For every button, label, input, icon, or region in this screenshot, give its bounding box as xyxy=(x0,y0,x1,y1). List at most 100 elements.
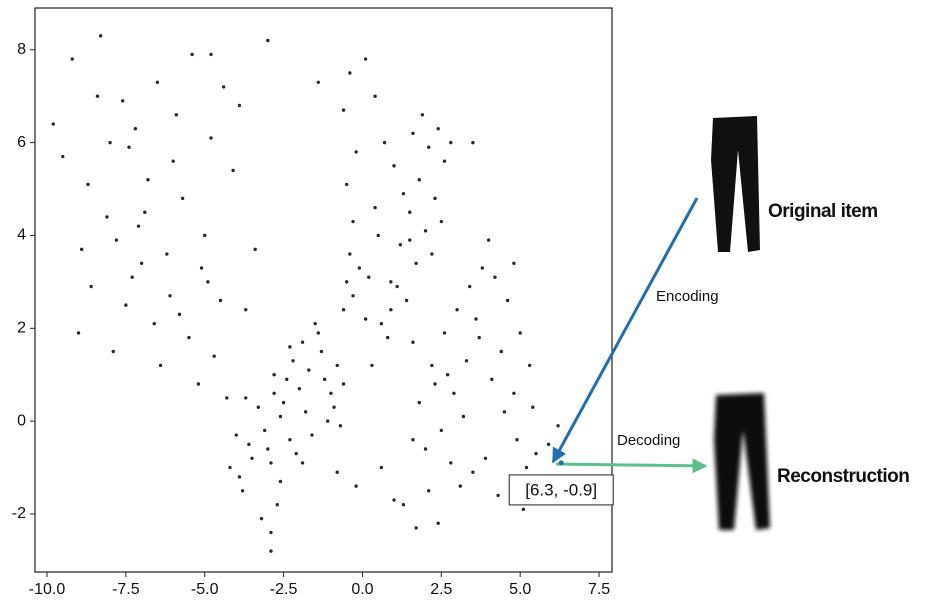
point xyxy=(458,484,462,488)
point xyxy=(408,238,412,242)
point xyxy=(455,308,459,312)
point xyxy=(209,136,213,140)
point xyxy=(313,321,317,326)
point xyxy=(294,451,298,456)
point xyxy=(354,484,358,488)
point xyxy=(411,438,415,442)
point xyxy=(389,280,393,284)
point xyxy=(130,275,134,279)
point xyxy=(209,52,213,57)
point xyxy=(143,210,147,214)
point xyxy=(398,243,403,247)
point xyxy=(171,159,175,163)
decoding-label: Decoding xyxy=(617,432,680,449)
point xyxy=(203,233,207,238)
point xyxy=(300,340,305,344)
point xyxy=(546,442,551,447)
point xyxy=(401,191,406,196)
point xyxy=(316,80,320,84)
point xyxy=(370,363,374,368)
point xyxy=(433,382,437,386)
point xyxy=(439,428,444,433)
point xyxy=(262,428,267,433)
decoding-arrow xyxy=(555,458,708,474)
point xyxy=(310,433,314,437)
point xyxy=(490,377,494,382)
point xyxy=(420,113,425,117)
point xyxy=(332,405,336,409)
point xyxy=(234,433,238,437)
point xyxy=(221,85,226,89)
point xyxy=(442,159,447,163)
x-tick-label: 0.0 xyxy=(351,581,373,598)
point xyxy=(326,419,330,423)
point xyxy=(373,205,377,210)
point xyxy=(493,275,497,279)
point xyxy=(272,373,276,377)
reconstruction-label: Reconstruction xyxy=(777,466,909,487)
point xyxy=(382,140,387,145)
point xyxy=(471,140,475,145)
point xyxy=(379,465,384,470)
point xyxy=(89,284,93,289)
point xyxy=(174,113,179,117)
point xyxy=(417,178,421,182)
point xyxy=(524,465,529,470)
point xyxy=(385,335,390,340)
point xyxy=(187,335,191,340)
point xyxy=(136,224,141,228)
point xyxy=(105,215,109,219)
x-tick-label: -5.0 xyxy=(191,581,219,598)
point xyxy=(155,80,160,84)
point xyxy=(278,414,283,419)
point xyxy=(392,164,396,168)
point xyxy=(237,103,242,108)
point xyxy=(225,396,229,400)
point xyxy=(404,298,409,303)
point xyxy=(95,94,100,98)
point xyxy=(269,530,273,535)
x-tick-label: -2.5 xyxy=(270,581,298,598)
point xyxy=(291,359,295,363)
point xyxy=(165,252,169,256)
x-tick-label: -10.0 xyxy=(29,581,66,598)
point xyxy=(480,266,485,270)
point xyxy=(436,521,440,525)
point xyxy=(329,391,333,395)
point xyxy=(461,414,466,419)
point xyxy=(449,140,453,145)
x-tick-label: 5.0 xyxy=(509,581,531,598)
point xyxy=(477,335,481,340)
point xyxy=(79,247,84,252)
point xyxy=(436,126,440,131)
point xyxy=(499,349,503,354)
original-label: Original item xyxy=(768,201,878,222)
point xyxy=(344,182,349,187)
point xyxy=(423,447,428,451)
point xyxy=(417,400,421,405)
point xyxy=(114,238,119,242)
point xyxy=(445,373,450,377)
point xyxy=(521,507,526,512)
point xyxy=(237,475,242,479)
point xyxy=(212,354,216,358)
point xyxy=(411,131,415,136)
point xyxy=(303,410,308,414)
reconstruction-image xyxy=(714,393,770,530)
point xyxy=(316,331,320,335)
highlight-point xyxy=(558,460,564,466)
point xyxy=(199,266,204,270)
plot-frame xyxy=(34,7,613,573)
y-tick-label: 6 xyxy=(17,134,26,151)
point xyxy=(275,502,279,507)
x-tick-label: 7.5 xyxy=(588,581,610,598)
y-tick-label: -2 xyxy=(12,505,26,522)
point xyxy=(408,210,412,214)
point xyxy=(168,294,172,298)
point xyxy=(471,470,475,474)
point xyxy=(389,308,393,312)
point xyxy=(300,461,305,465)
point xyxy=(250,456,254,460)
point xyxy=(348,71,352,75)
point xyxy=(335,470,339,474)
